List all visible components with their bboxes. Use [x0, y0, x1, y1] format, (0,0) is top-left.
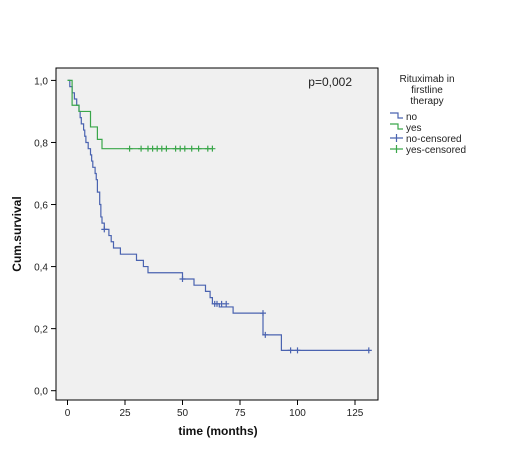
censor-mark-no [101, 226, 108, 233]
legend-item-no: no [390, 112, 418, 123]
censor-mark-no [262, 331, 269, 338]
x-axis-title: time (months) [178, 424, 257, 438]
legend-item-no-censored: no-censored [390, 134, 462, 145]
series-line-no [67, 79, 369, 351]
y-tick-label: 0,8 [34, 138, 48, 149]
legend-swatch-step [390, 112, 403, 119]
legend-label: yes [406, 123, 422, 134]
censor-mark-yes [209, 145, 216, 152]
legend-title: Rituximab in firstline therapy [399, 74, 454, 107]
y-tick-label: 0,0 [34, 387, 48, 398]
censor-mark-no [287, 347, 294, 354]
censor-mark-yes [163, 145, 170, 152]
plot-area [55, 67, 379, 401]
x-tick-label: 25 [119, 408, 131, 419]
x-tick-label: 75 [234, 408, 246, 419]
legend-swatch-step [390, 123, 403, 130]
censor-mark-yes [188, 145, 195, 152]
legend-label: no-censored [406, 134, 462, 145]
y-axis-title: Cum.survival [10, 196, 24, 271]
x-tick-label: 0 [65, 408, 71, 419]
x-tick-label: 125 [347, 408, 364, 419]
censor-mark-yes [126, 145, 133, 152]
legend-label: yes-censored [406, 145, 466, 156]
y-axis: 0,0 0,2 0,4 0,6 0,8 1,0 [34, 76, 56, 398]
censor-mark-yes [181, 145, 188, 152]
x-tick-label: 50 [177, 408, 189, 419]
legend-item-yes-censored: yes-censored [390, 145, 466, 156]
censor-mark-no [179, 275, 186, 282]
censor-mark-yes [195, 145, 202, 152]
legend-label: no [406, 112, 418, 123]
legend: Rituximab in firstline therapy noyesno-cens… [390, 74, 466, 156]
censor-mark-no [365, 347, 372, 354]
series-line-yes [67, 79, 213, 150]
legend-swatch-plus [390, 145, 403, 153]
censor-mark-yes [138, 145, 145, 152]
censor-mark-no [223, 300, 230, 307]
censor-mark-no [260, 310, 266, 317]
p-value-annotation: p=0,002 [308, 75, 352, 89]
legend-item-yes: yes [390, 123, 422, 134]
censor-mark-no [294, 347, 301, 354]
y-tick-label: 0,2 [34, 325, 48, 336]
series-layer [67, 79, 372, 354]
y-tick-label: 0,4 [34, 263, 48, 274]
legend-swatch-plus [390, 134, 403, 142]
y-tick-label: 1,0 [34, 76, 48, 87]
x-tick-label: 100 [289, 408, 306, 419]
x-axis: 0 25 50 75 100 125 [65, 400, 364, 419]
y-tick-label: 0,6 [34, 201, 48, 212]
